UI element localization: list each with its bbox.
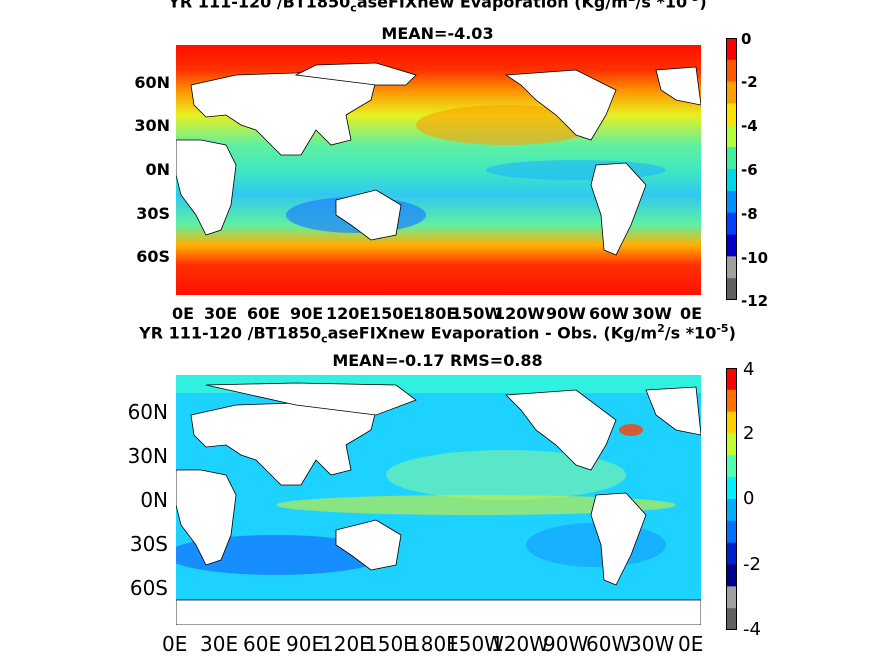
bottom-lon-label: 0E [678, 632, 704, 656]
top-lon-label: 90W [546, 304, 586, 323]
bottom-lat-label: 30N [127, 444, 168, 468]
colorbar-segment [726, 368, 737, 391]
top-lon-label: 0E [172, 304, 195, 323]
colorbar-segment [726, 125, 737, 148]
top-map-title: YR 111-120 /BT1850caseFIXnew Evaporation… [168, 0, 707, 15]
bottom-lon-label: 180E [408, 632, 459, 656]
colorbar-segment [726, 234, 737, 257]
top-colorbar-tick: -6 [741, 161, 758, 179]
bottom-lon-label: 60E [243, 632, 282, 656]
bottom-colorbar-tick: 4 [743, 359, 755, 380]
colorbar-segment [726, 103, 737, 126]
top-lon-label: 150W [451, 304, 503, 323]
top-evaporation-map [176, 45, 701, 295]
top-colorbar-tick: -12 [741, 292, 769, 310]
top-lon-label: 120W [494, 304, 546, 323]
top-colorbar-tick: -4 [741, 117, 758, 135]
colorbar-segment [726, 256, 737, 279]
top-lon-label: 90E [290, 304, 324, 323]
top-colorbar-tick: -8 [741, 205, 758, 223]
colorbar-segment [726, 411, 737, 434]
colorbar-segment [726, 608, 737, 631]
top-colorbar-tick: 0 [741, 30, 752, 48]
colorbar-segment [726, 278, 737, 301]
top-lon-label: 0E [680, 304, 703, 323]
bottom-colorbar-tick: -2 [743, 554, 761, 575]
bottom-difference-map [176, 375, 701, 625]
colorbar-segment [726, 455, 737, 478]
bottom-colorbar [726, 368, 737, 631]
colorbar-segment [726, 81, 737, 104]
top-colorbar-tick: -2 [741, 73, 758, 91]
top-lon-label: 120E [326, 304, 371, 323]
colorbar-segment [726, 564, 737, 587]
bottom-lat-label: 60N [127, 400, 168, 424]
top-map-mean: MEAN=-4.03 [381, 24, 494, 43]
bottom-lon-label: 30E [200, 632, 239, 656]
colorbar-segment [726, 520, 737, 544]
bottom-map-title: YR 111-120 /BT1850caseFIXnew Evaporation… [139, 322, 736, 346]
top-lon-label: 150E [370, 304, 415, 323]
colorbar-segment [726, 59, 737, 83]
bottom-colorbar-tick: 2 [743, 423, 755, 444]
bottom-colorbar-tick: -4 [743, 619, 761, 640]
land-masses [176, 62, 701, 256]
bottom-lon-label: 150E [365, 632, 416, 656]
bottom-lat-label: 60S [129, 576, 168, 600]
top-lon-label: 30E [204, 304, 238, 323]
colorbar-segment [726, 586, 737, 609]
bottom-lon-label: 0E [162, 632, 188, 656]
colorbar-segment [726, 433, 737, 456]
top-colorbar-tick: -10 [741, 249, 769, 267]
bottom-lat-label: 0N [140, 488, 168, 512]
colorbar-segment [726, 190, 737, 214]
bottom-lat-label: 30S [129, 532, 168, 556]
colorbar-segment [726, 499, 737, 522]
top-lat-label: 60S [136, 247, 170, 266]
top-lat-label: 60N [134, 73, 170, 92]
bottom-lon-label: 30W [629, 632, 675, 656]
colorbar-segment [726, 212, 737, 235]
top-lat-label: 30S [136, 204, 170, 223]
bottom-lon-label: 120W [491, 632, 549, 656]
top-lat-label: 0N [145, 160, 170, 179]
top-lon-label: 30W [632, 304, 672, 323]
bottom-map-stats: MEAN=-0.17 RMS=0.88 [332, 351, 543, 370]
colorbar-segment [726, 169, 737, 192]
colorbar-segment [726, 147, 737, 170]
bottom-lon-label: 90W [543, 632, 589, 656]
bottom-lon-label: 90E [286, 632, 325, 656]
colorbar-segment [726, 389, 737, 413]
bottom-lon-label: 120E [321, 632, 372, 656]
bottom-lon-label: 60W [586, 632, 632, 656]
top-lon-label: 180E [413, 304, 458, 323]
bottom-lon-label: 150W [446, 632, 504, 656]
top-lat-label: 30N [134, 116, 170, 135]
top-lon-label: 60W [589, 304, 629, 323]
top-lon-label: 60E [247, 304, 281, 323]
land-masses [176, 382, 701, 625]
colorbar-segment [726, 542, 737, 565]
colorbar-segment [726, 477, 737, 500]
bottom-colorbar-tick: 0 [743, 488, 755, 509]
top-colorbar [726, 38, 737, 301]
colorbar-segment [726, 38, 737, 61]
